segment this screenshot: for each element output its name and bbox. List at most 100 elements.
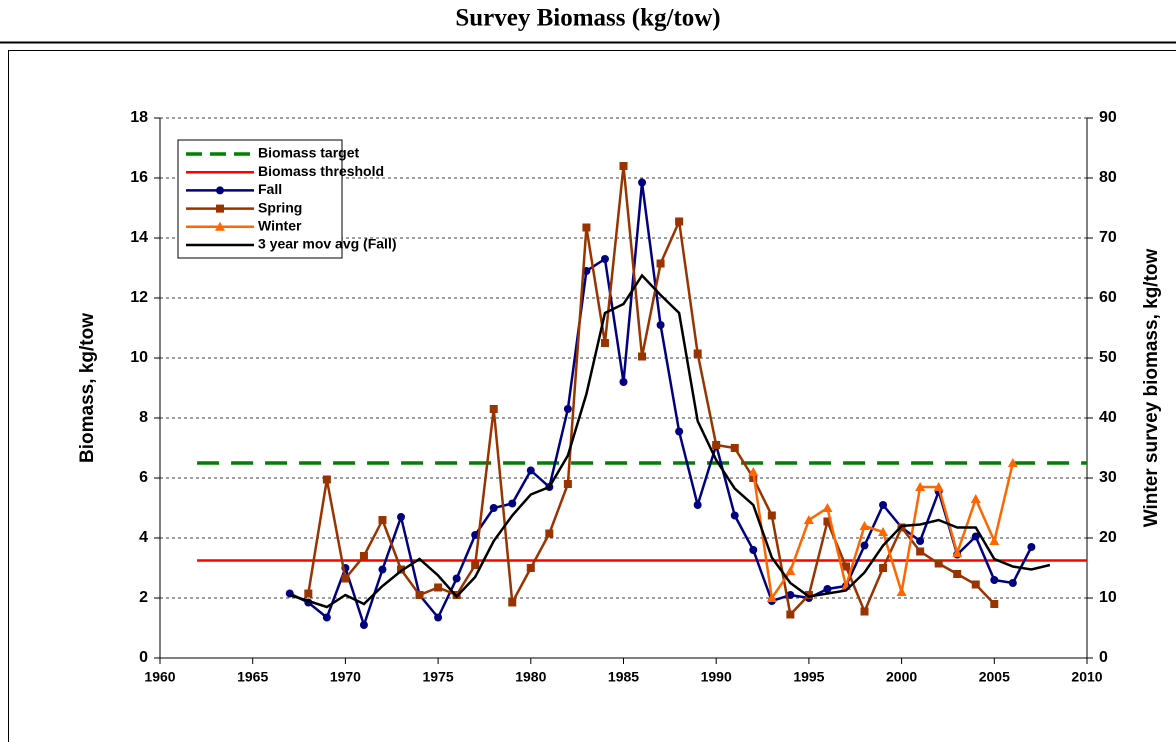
point [860,541,869,550]
point [1007,458,1018,467]
point [378,516,387,524]
y-tick-label: 2 [139,589,148,606]
point [471,561,480,569]
point [545,529,554,538]
y2-tick-label: 40 [1099,409,1117,426]
y2-tick-label: 90 [1099,109,1117,126]
point [730,511,739,520]
point [823,517,832,526]
point [971,580,980,589]
point [953,570,962,578]
point [749,546,758,554]
y-tick-label: 12 [130,289,148,306]
x-tick-label: 1980 [515,669,546,685]
point [1008,579,1017,587]
point [896,587,907,596]
y2-tick-label: 10 [1099,589,1117,606]
point [934,559,943,568]
point [489,504,498,512]
series-line [289,273,1051,609]
point [619,162,628,170]
chart-title: Survey Biomass (kg/tow) [455,5,720,32]
series-line [289,182,1033,629]
y2-tick-label: 0 [1099,649,1108,666]
point [489,405,498,413]
point [860,607,869,616]
x-tick-label: 1960 [144,669,175,685]
point [563,405,572,413]
point [415,591,424,599]
legend-marker [216,186,224,195]
point [526,466,535,475]
point [693,501,702,509]
point [767,511,776,520]
point [508,598,517,607]
point [693,349,702,358]
point [786,610,795,619]
point [990,576,999,584]
x-tick-label: 2000 [886,669,917,685]
x-tick-label: 2010 [1071,669,1102,685]
legend-label: 3 year mov avg (Fall) [258,236,397,252]
point [766,593,777,602]
point [322,475,331,484]
point [322,613,331,622]
point [823,585,832,593]
y-axis-label: Biomass, kg/tow [77,313,98,463]
legend-marker [215,221,225,231]
x-tick-label: 1975 [423,669,454,685]
y-tick-label: 6 [139,469,148,486]
legend-label: Fall [258,181,282,197]
point [952,548,963,557]
point [859,521,870,530]
x-tick-label: 2005 [979,669,1010,685]
legend-label: Biomass target [258,145,359,161]
point [359,552,368,560]
point [970,494,981,503]
y2-tick-label: 20 [1099,529,1117,546]
series-line [307,165,996,618]
point [915,482,926,491]
point [785,566,796,575]
y2-tick-label: 80 [1099,169,1117,186]
y-tick-label: 10 [130,349,148,366]
point [359,621,368,629]
point [933,482,944,491]
point [508,499,517,508]
point [656,321,665,329]
y-tick-label: 4 [139,529,148,546]
point [879,564,888,572]
x-tick-label: 1990 [701,669,732,685]
point [452,574,461,583]
x-tick-label: 1965 [237,669,268,685]
point [675,427,684,436]
point [879,501,888,509]
point [990,600,999,608]
point [526,564,535,572]
point [822,503,833,512]
legend-label: Spring [258,199,302,215]
point [916,547,925,556]
y-tick-label: 14 [130,229,148,246]
point [989,536,1000,545]
point [434,613,443,622]
y-tick-label: 8 [139,409,148,426]
point [563,480,572,488]
y2-tick-label: 70 [1099,229,1117,246]
point [619,378,628,386]
point [748,467,759,476]
point [786,591,795,599]
point [730,444,739,452]
point [712,441,721,449]
legend-label: Winter [258,218,302,234]
y2-tick-label: 50 [1099,349,1117,366]
point [638,352,647,361]
point [841,562,850,571]
point [600,339,609,347]
point [675,217,684,226]
point [304,589,313,598]
point [378,565,387,574]
point [341,574,350,583]
